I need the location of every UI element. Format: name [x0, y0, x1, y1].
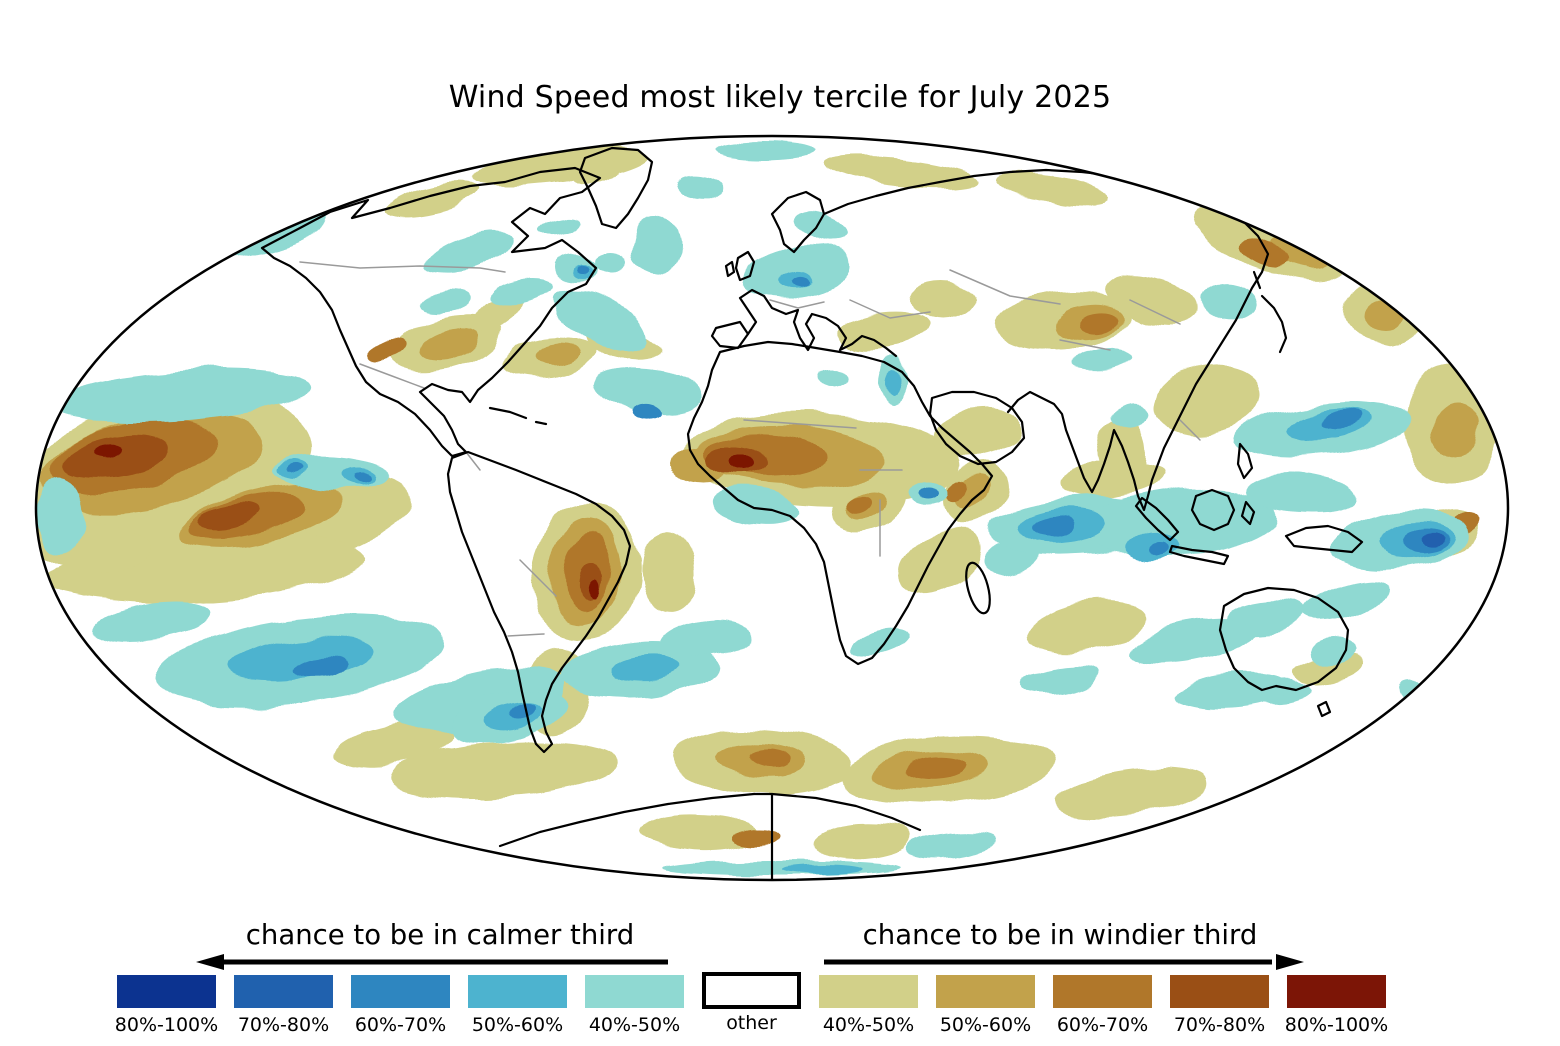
legend-item: 50%-60% [468, 975, 567, 1036]
coast-sulawesi [1240, 500, 1256, 526]
coast-tasmania [1316, 700, 1332, 718]
coast-sumatra [1134, 496, 1180, 542]
legend-label: other [726, 1012, 777, 1034]
legend-item-other: other [702, 972, 801, 1036]
coast-arabia [928, 390, 1026, 466]
legend-label: 70%-80% [1173, 1014, 1266, 1036]
windier-80-100-regions [93, 444, 757, 598]
calmer-80-100-swatch [117, 975, 216, 1008]
legend-item: 60%-70% [1053, 975, 1152, 1036]
world-map [34, 134, 1510, 882]
calmer-70-80-swatch [234, 975, 333, 1008]
legend-label: 60%-70% [1056, 1014, 1149, 1036]
legend-label: 40%-50% [822, 1014, 915, 1036]
windier-80-100-swatch [1287, 975, 1386, 1008]
calmer-caption: chance to be in calmer third [245, 919, 635, 951]
legend-item: 60%-70% [351, 975, 450, 1036]
calmer-arrow-icon [196, 954, 668, 970]
coast-philippines [1236, 442, 1254, 480]
windier-60-70-swatch [1053, 975, 1152, 1008]
windier-caption: chance to be in windier third [862, 919, 1258, 951]
page-title: Wind Speed most likely tercile for July … [448, 80, 1112, 115]
coast-west-europe [738, 288, 898, 358]
country-borders [299, 261, 1201, 637]
coast-borneo [1190, 488, 1236, 532]
coast-australia [1218, 586, 1350, 692]
coast-iberia [710, 320, 750, 350]
coast-africa [686, 340, 994, 666]
legend-item: 80%-100% [114, 975, 219, 1036]
probability-shading [37, 141, 1500, 876]
coast-caribbean [488, 406, 548, 426]
legend-label: 40%-50% [588, 1014, 681, 1036]
other-swatch [702, 972, 801, 1009]
coast-japan [1252, 270, 1288, 354]
coast-greenland [578, 146, 654, 230]
legend-label: 50%-60% [939, 1014, 1032, 1036]
calmer-60-70-swatch [351, 975, 450, 1008]
legend-item: 40%-50% [585, 975, 684, 1036]
calmer-40-50-swatch [585, 975, 684, 1008]
legend-label: 80%-100% [1284, 1014, 1389, 1036]
coast-scandinavia [770, 190, 826, 254]
calmer-50-60-swatch [468, 975, 567, 1008]
legend-label: 70%-80% [237, 1014, 330, 1036]
legend-label: 60%-70% [354, 1014, 447, 1036]
coast-uk [734, 250, 756, 282]
legend-label: 80%-100% [114, 1014, 219, 1036]
calmer-70-80-regions [1423, 532, 1445, 546]
windier-40-50-swatch [819, 975, 918, 1008]
windier-50-60-swatch [936, 975, 1035, 1008]
legend-label: 50%-60% [471, 1014, 564, 1036]
coast-java [1168, 544, 1230, 566]
coast-new-guinea [1284, 524, 1364, 554]
legend-item: 50%-60% [936, 975, 1035, 1036]
windier-arrow-icon [824, 954, 1304, 970]
windier-70-80-swatch [1170, 975, 1269, 1008]
legend-item: 80%-100% [1284, 975, 1389, 1036]
coast-madagascar [965, 561, 991, 615]
legend-item: 70%-80% [234, 975, 333, 1036]
coast-north-america [260, 166, 602, 458]
legend-item: 40%-50% [819, 975, 918, 1036]
legend: 80%-100% 70%-80% 60%-70% 50%-60% 40%-50%… [114, 972, 1389, 1036]
coast-ireland [724, 260, 736, 278]
coast-antarctica [498, 792, 922, 879]
coast-south-america [446, 450, 632, 754]
globe-outline [34, 134, 1510, 882]
legend-item: 70%-80% [1170, 975, 1269, 1036]
